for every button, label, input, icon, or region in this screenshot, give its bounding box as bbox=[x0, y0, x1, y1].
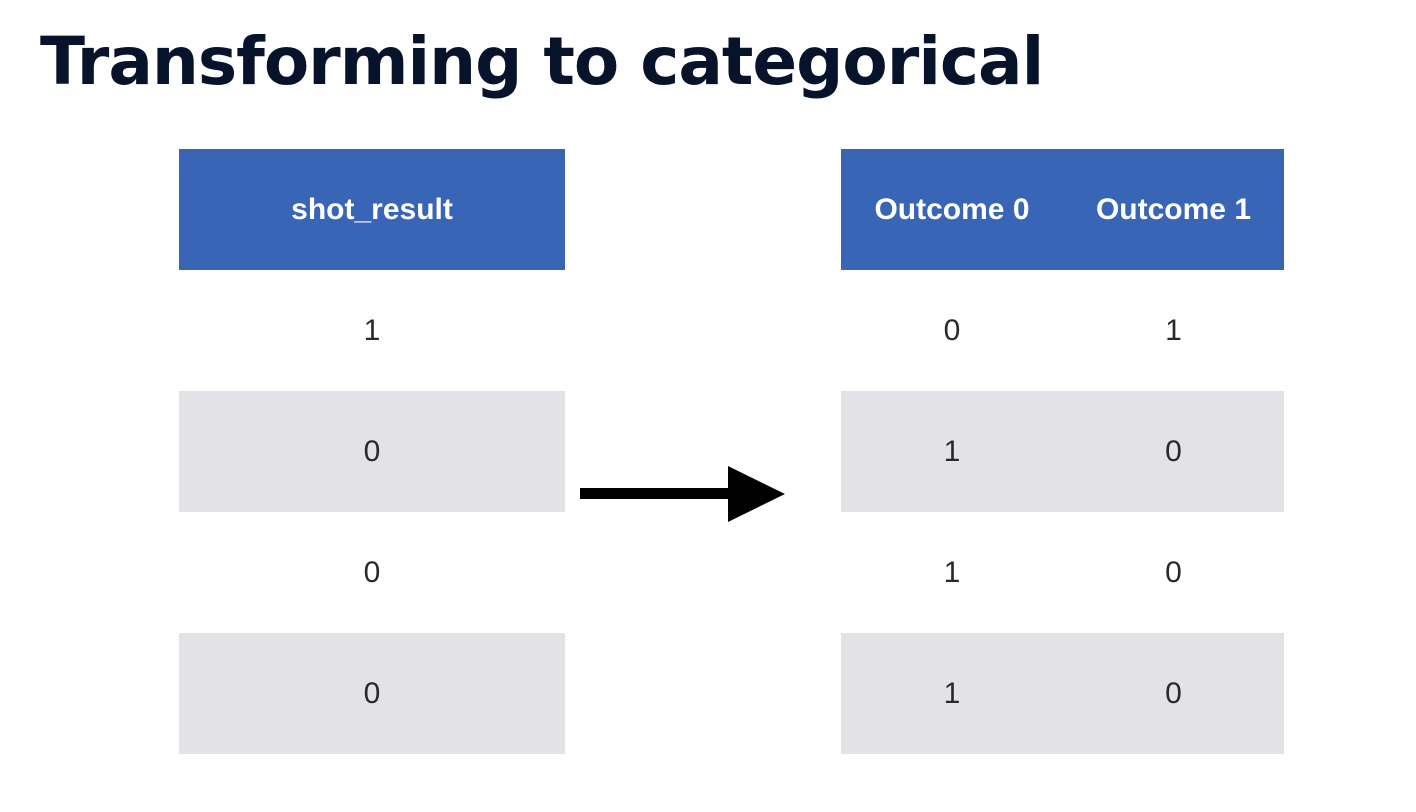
table-row: 0 bbox=[179, 391, 565, 512]
table-row: 0 bbox=[179, 633, 565, 754]
table-header: shot_result bbox=[179, 149, 565, 270]
shot-result-table: shot_result 1 0 0 0 bbox=[179, 149, 565, 754]
slide-title: Transforming to categorical bbox=[40, 23, 1044, 100]
table-cell: 0 bbox=[363, 676, 381, 710]
table-row: 0 bbox=[179, 512, 565, 633]
column-header-outcome-1: Outcome 1 bbox=[1095, 192, 1252, 226]
table-header: Outcome 0 Outcome 1 bbox=[841, 149, 1284, 270]
table-cell: 0 bbox=[1165, 676, 1182, 710]
table-cell: 0 bbox=[363, 555, 381, 589]
column-header-outcome-0: Outcome 0 bbox=[874, 192, 1030, 226]
table-row: 1 0 bbox=[841, 512, 1284, 633]
table-row: 0 1 bbox=[841, 270, 1284, 391]
table-row: 1 0 bbox=[841, 633, 1284, 754]
table-cell: 0 bbox=[1165, 434, 1182, 468]
table-cell: 1 bbox=[943, 555, 961, 589]
table-cell: 1 bbox=[363, 313, 381, 347]
outcome-table: Outcome 0 Outcome 1 0 1 1 0 1 0 1 0 bbox=[841, 149, 1284, 754]
table-cell: 0 bbox=[363, 434, 381, 468]
table-cell: 1 bbox=[943, 434, 961, 468]
table-row: 1 bbox=[179, 270, 565, 391]
table-cell: 0 bbox=[1165, 555, 1182, 589]
table-cell: 0 bbox=[943, 313, 961, 347]
right-arrow-icon bbox=[580, 466, 785, 522]
table-cell: 1 bbox=[1165, 313, 1182, 347]
table-row: 1 0 bbox=[841, 391, 1284, 512]
column-header-shot-result: shot_result bbox=[291, 192, 453, 226]
table-cell: 1 bbox=[943, 676, 961, 710]
